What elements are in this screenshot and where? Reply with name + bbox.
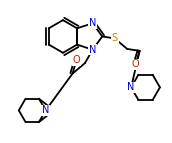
- Text: O: O: [132, 59, 140, 69]
- Text: N: N: [89, 45, 96, 55]
- Text: N: N: [127, 82, 135, 92]
- Text: N: N: [42, 105, 49, 115]
- Text: O: O: [72, 55, 80, 65]
- Text: N: N: [89, 18, 96, 28]
- Text: S: S: [112, 33, 118, 43]
